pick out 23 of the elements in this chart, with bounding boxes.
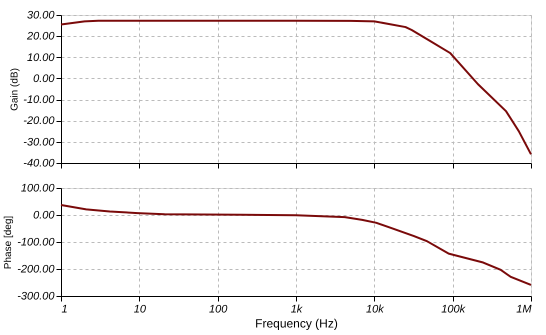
y-tick-label: -10.00 [23,94,56,106]
x-tick-label: 10 [134,304,147,316]
y-tick-label: -300.00 [17,290,56,302]
y-axis-title: Gain (dB) [9,68,20,111]
y-tick-label: -30.00 [23,136,56,148]
x-tick-label: 100k [441,304,466,316]
y-tick-label: 0.00 [33,210,56,222]
y-axis-title: Phase [deg] [3,216,14,270]
y-tick-label: 10.00 [26,52,56,64]
x-tick-label: 1k [290,304,303,316]
x-axis-title: Frequency (Hz) [255,316,338,330]
y-tick-label: 100.00 [20,182,56,194]
y-tick-label: -20.00 [23,115,56,128]
x-tick-label: 1 [62,304,68,316]
x-tick-label: 100 [208,304,228,316]
y-tick-label: 0.00 [33,72,56,85]
y-tick-label: -40.00 [23,158,56,170]
x-tick-label: 1M [516,304,532,316]
x-tick-label: 10k [366,304,384,316]
y-tick-label: 30.00 [26,10,56,22]
y-tick-label: 20.00 [26,30,56,43]
y-tick-label: -200.00 [17,264,56,276]
y-tick-label: -100.00 [17,236,56,248]
